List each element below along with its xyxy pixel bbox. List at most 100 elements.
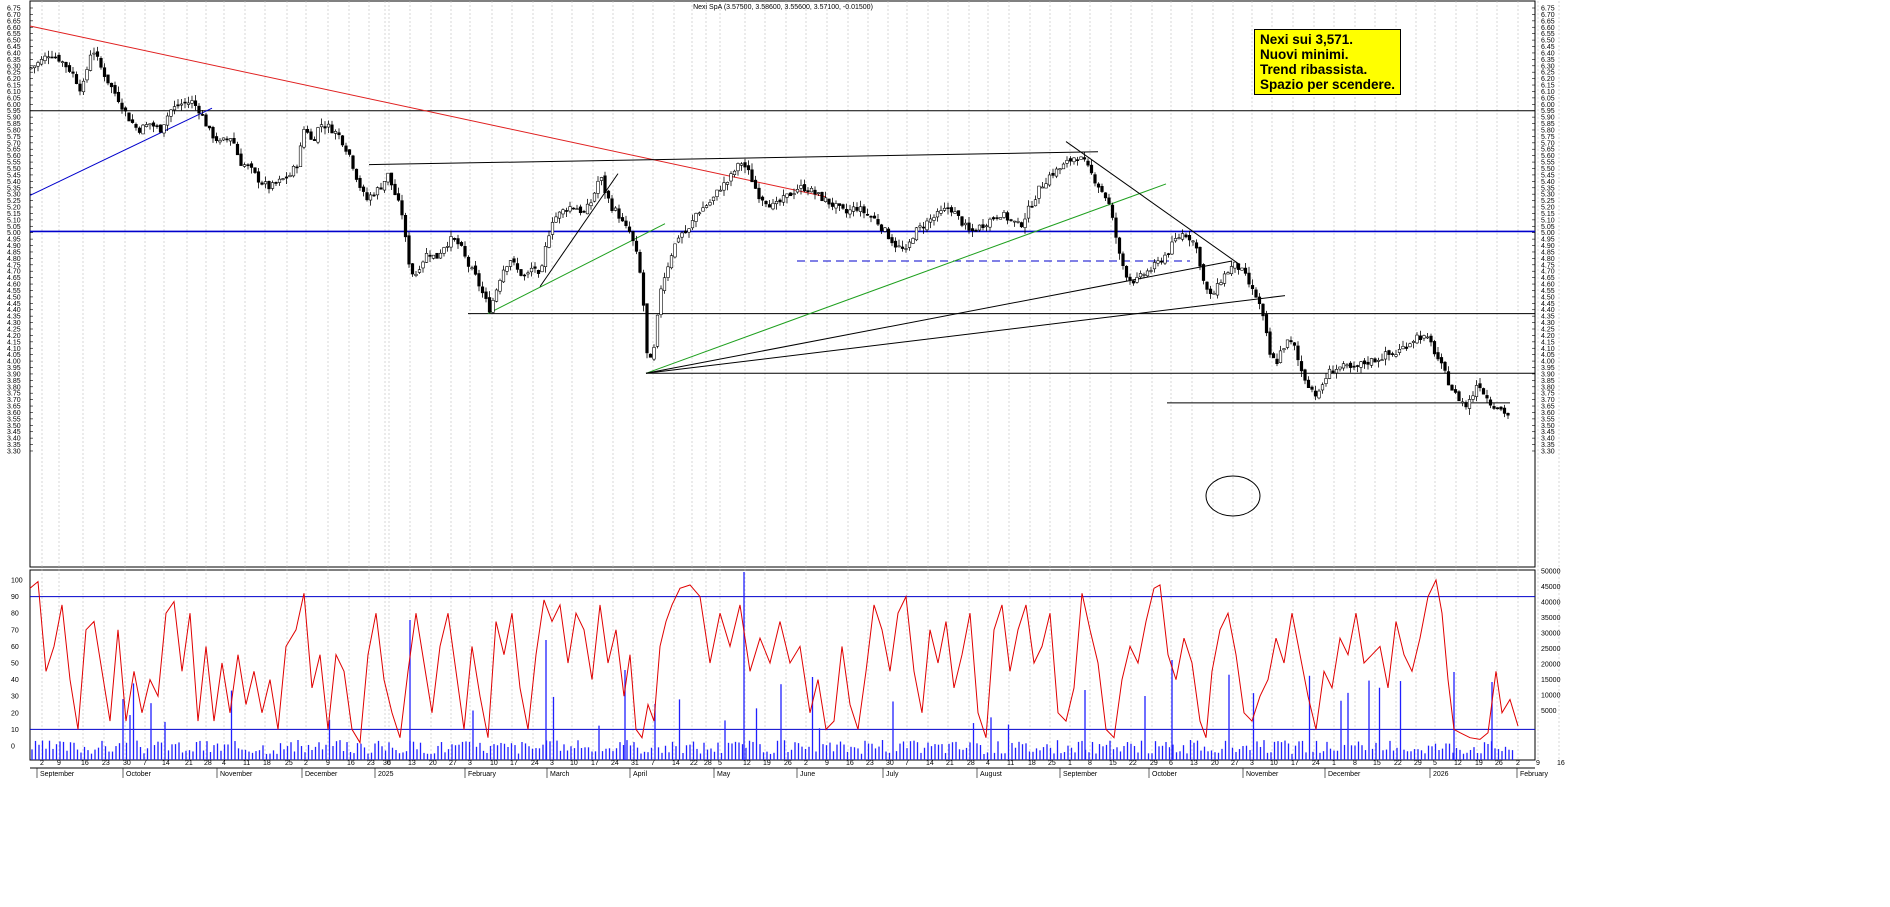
osc-tick: 80	[11, 611, 19, 618]
price-tick-left: 6.30	[7, 63, 21, 70]
candle-body	[1152, 262, 1157, 270]
candle-body	[536, 269, 541, 274]
price-tick-right: 5.50	[1541, 166, 1555, 173]
candle-body	[809, 187, 814, 193]
price-tick-left: 3.65	[7, 404, 21, 411]
candle-body	[578, 206, 583, 214]
candle-body	[235, 143, 240, 156]
day-label: 20	[1211, 760, 1219, 767]
day-label: 7	[651, 760, 655, 767]
candle-body	[270, 182, 275, 189]
candle-body	[1474, 385, 1479, 397]
candle-body	[309, 131, 313, 140]
candle-body	[1292, 342, 1297, 346]
price-tick-right: 6.20	[1541, 76, 1555, 83]
candle-body	[246, 164, 250, 167]
candle-body	[533, 266, 537, 269]
candle-body	[694, 212, 698, 222]
day-label: 27	[449, 760, 457, 767]
vol-tick: 30000	[1541, 631, 1561, 638]
price-tick-left: 4.35	[7, 314, 21, 321]
day-label: 9	[1536, 760, 1540, 767]
price-tick-left: 3.75	[7, 391, 21, 398]
candle-body	[1429, 335, 1433, 343]
candle-body	[1401, 346, 1405, 350]
candle-body	[928, 218, 933, 223]
month-label: November	[1246, 771, 1279, 778]
candle-body	[522, 274, 527, 277]
price-tick-left: 5.90	[7, 115, 21, 122]
candle-body	[207, 125, 212, 129]
month-label: September	[40, 771, 75, 778]
price-tick-right: 4.45	[1541, 301, 1555, 308]
price-tick-right: 3.50	[1541, 423, 1555, 430]
candle-body	[372, 194, 376, 197]
price-tick-right: 4.85	[1541, 249, 1555, 256]
candle-body	[1086, 160, 1090, 166]
day-label: 18	[1028, 760, 1036, 767]
candle-body	[1261, 303, 1265, 317]
candle-body	[53, 56, 58, 59]
candle-body	[855, 206, 859, 211]
price-tick-left: 6.35	[7, 57, 21, 64]
price-tick-left: 6.00	[7, 102, 21, 109]
candle-body	[606, 190, 611, 199]
candle-body	[1096, 183, 1101, 188]
candle-body	[232, 138, 236, 144]
price-tick-right: 3.40	[1541, 436, 1555, 443]
candle-body	[907, 241, 912, 248]
candle-body	[1404, 346, 1409, 349]
candle-body	[368, 194, 373, 201]
candle-body	[1159, 260, 1164, 263]
price-tick-right: 5.25	[1541, 198, 1555, 205]
candle-body	[1362, 360, 1367, 365]
candle-body	[438, 252, 443, 259]
candle-body	[71, 71, 75, 74]
candle-body	[326, 123, 331, 128]
price-tick-left: 3.30	[7, 448, 21, 455]
candle-body	[295, 166, 299, 169]
vol-tick: 50000	[1541, 569, 1561, 576]
candle-body	[1387, 350, 1391, 355]
day-label: 22	[1394, 760, 1402, 767]
candle-body	[1215, 283, 1220, 296]
candle-body	[1247, 272, 1251, 285]
candle-body	[1499, 406, 1503, 410]
candle-body	[596, 180, 600, 194]
candle-body	[1037, 185, 1041, 199]
candle-body	[610, 198, 614, 211]
candle-body	[1345, 364, 1349, 367]
day-label: 28	[704, 760, 712, 767]
day-label: 29	[1414, 760, 1422, 767]
candle-body	[813, 189, 817, 195]
candle-body	[1313, 390, 1318, 397]
candle-body	[92, 52, 96, 55]
candle-body	[1138, 273, 1143, 278]
price-tick-right: 4.70	[1541, 269, 1555, 276]
candle-body	[753, 179, 758, 189]
candle-body	[715, 189, 719, 197]
candle-body	[32, 65, 37, 69]
price-tick-left: 3.45	[7, 429, 21, 436]
candle-body	[561, 209, 565, 215]
candle-body	[1436, 352, 1440, 360]
candle-body	[1471, 395, 1475, 400]
candle-body	[484, 291, 488, 299]
candle-body	[627, 226, 632, 232]
candle-body	[529, 267, 534, 273]
candle-body	[1016, 221, 1020, 223]
candle-body	[981, 224, 985, 228]
candle-body	[519, 269, 523, 276]
candle-body	[29, 67, 33, 70]
candle-body	[795, 189, 800, 193]
candle-body	[680, 232, 684, 238]
price-tick-left: 6.75	[7, 6, 21, 13]
vol-tick: 20000	[1541, 662, 1561, 669]
osc-tick: 70	[11, 627, 19, 634]
candle-body	[921, 226, 926, 229]
candle-body	[298, 145, 303, 168]
candle-body	[1149, 270, 1153, 272]
candle-body	[1334, 368, 1339, 374]
candle-body	[1303, 369, 1307, 381]
price-tick-right: 6.05	[1541, 95, 1555, 102]
